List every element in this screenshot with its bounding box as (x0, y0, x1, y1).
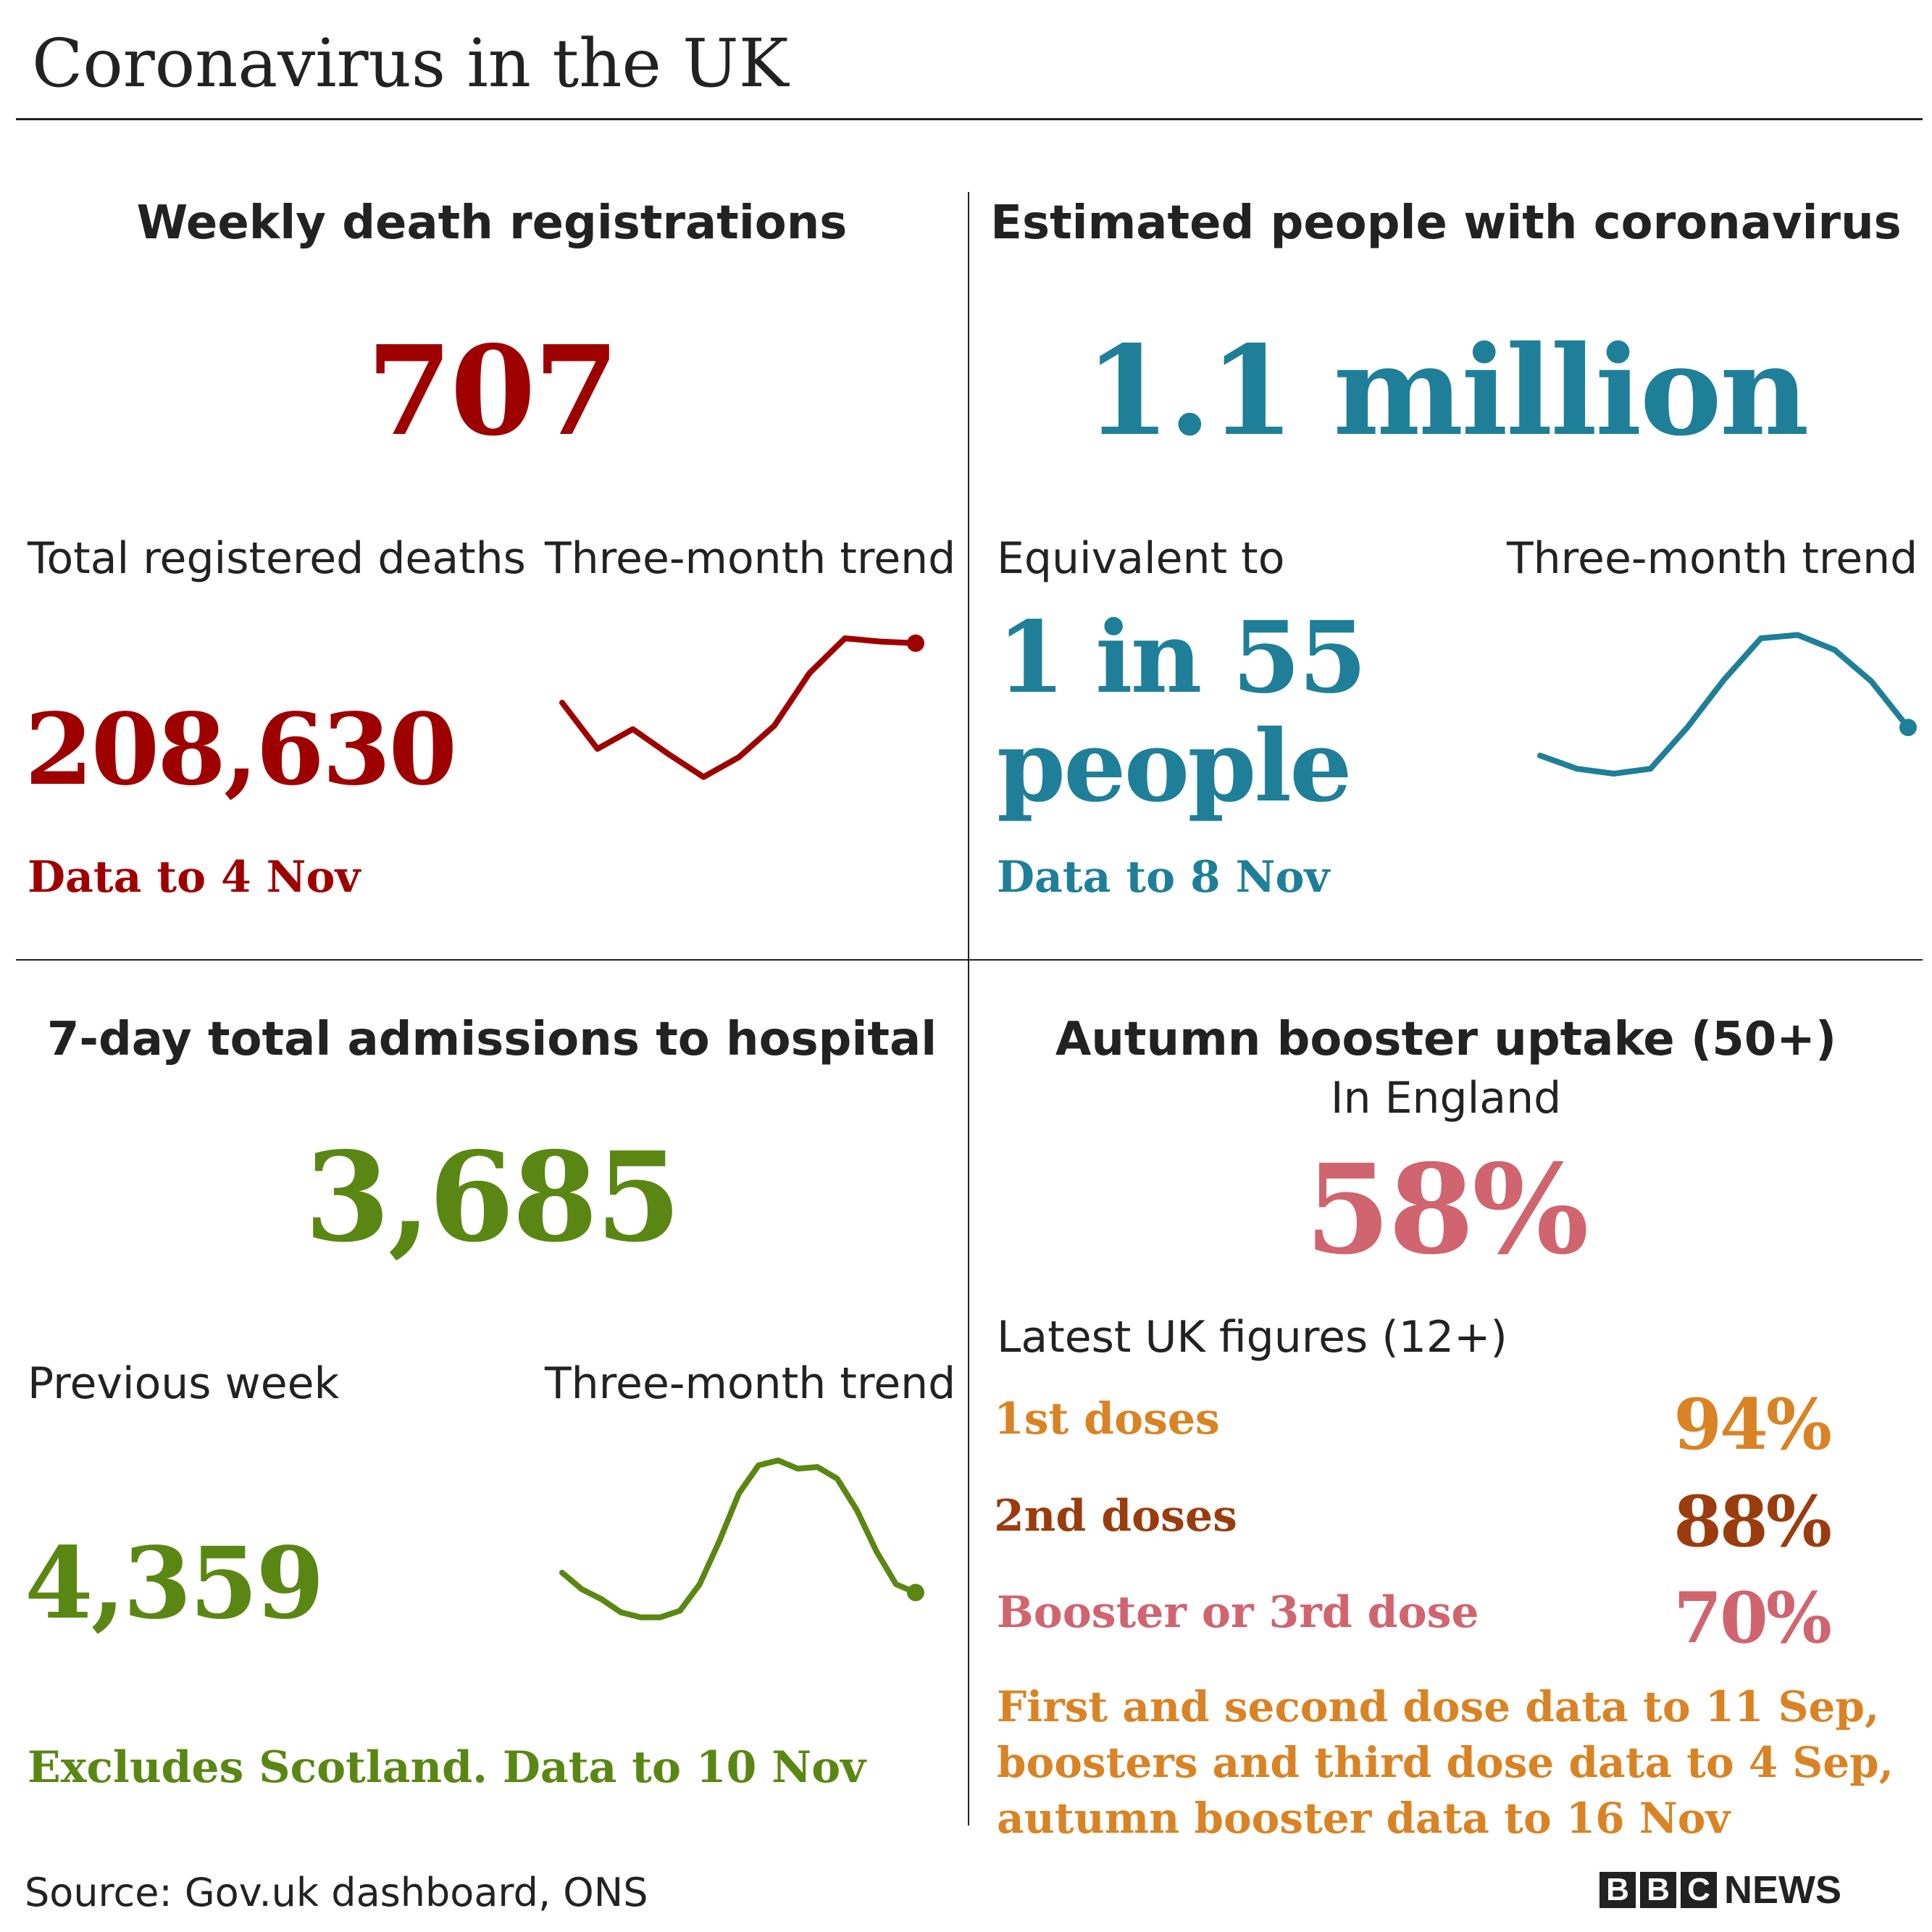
trend-end-point (907, 634, 924, 652)
bbc-logo-letter: B (1599, 1872, 1636, 1908)
booster-uk-label: Latest UK figures (12+) (997, 1312, 1507, 1363)
infections-sub-label: Equivalent to (997, 533, 1285, 584)
title-divider (16, 118, 1923, 120)
bbc-logo-letter: C (1681, 1872, 1717, 1908)
deaths-sub-label: Total registered deaths (28, 533, 526, 584)
news-label: NEWS (1724, 1868, 1841, 1912)
trend-end-point (907, 1584, 924, 1602)
dose-footnote-line1: First and second dose data to 11 Sep, (997, 1682, 1880, 1731)
third-dose-label: Booster or 3rd dose (997, 1587, 1479, 1638)
source-text: Source: Gov.uk dashboard, ONS (25, 1870, 648, 1915)
infections-heading: Estimated people with coronavirus (990, 196, 1902, 250)
deaths-heading: Weekly death registrations (136, 196, 848, 250)
page-title: Coronavirus in the UK (32, 25, 789, 102)
booster-value: 58% (1305, 1137, 1589, 1282)
second-dose-label: 2nd doses (994, 1491, 1237, 1542)
hospital-note: Excludes Scotland. Data to 10 Nov (28, 1742, 866, 1793)
trend-line (1537, 632, 1911, 777)
horizontal-divider (16, 959, 1923, 961)
first-dose-value: 94% (1673, 1384, 1832, 1465)
deaths-trend-label: Three-month trend (545, 533, 956, 584)
trend-line (559, 1458, 919, 1621)
infections-trend-label: Three-month trend (1507, 533, 1918, 584)
infections-note: Data to 8 Nov (997, 852, 1330, 903)
infections-ratio-line2: people (997, 708, 1352, 824)
infections-value: 1.1 million (1084, 319, 1809, 464)
deaths-value: 707 (367, 319, 619, 464)
hospital-value: 3,685 (304, 1125, 681, 1270)
deaths-trend-chart (559, 634, 924, 780)
deaths-total: 208,630 (25, 692, 457, 808)
booster-heading: Autumn booster uptake (50+) (1055, 1013, 1837, 1066)
trend-line (559, 635, 919, 780)
dose-footnote-line2: boosters and third dose data to 4 Sep, (997, 1738, 1894, 1787)
dose-footnote-line3: autumn booster data to 16 Nov (997, 1794, 1731, 1843)
hospital-sub-label: Previous week (28, 1358, 340, 1409)
booster-subheading: In England (1330, 1073, 1562, 1124)
hospital-previous: 4,359 (25, 1526, 325, 1642)
hospital-trend-label: Three-month trend (545, 1358, 956, 1409)
third-dose-value: 70% (1673, 1577, 1832, 1659)
trend-end-point (1899, 719, 1917, 737)
bbc-news-logo: B B C NEWS (1599, 1870, 1841, 1912)
second-dose-value: 88% (1673, 1481, 1832, 1563)
first-dose-label: 1st doses (994, 1394, 1220, 1444)
infections-ratio-line1: 1 in 55 (997, 600, 1367, 716)
hospital-heading: 7-day total admissions to hospital (46, 1013, 937, 1066)
hospital-trend-chart (559, 1458, 924, 1621)
vertical-divider (968, 192, 969, 1826)
bbc-logo-letter: B (1640, 1872, 1676, 1908)
infections-trend-chart (1537, 632, 1917, 777)
deaths-note: Data to 4 Nov (28, 852, 361, 903)
